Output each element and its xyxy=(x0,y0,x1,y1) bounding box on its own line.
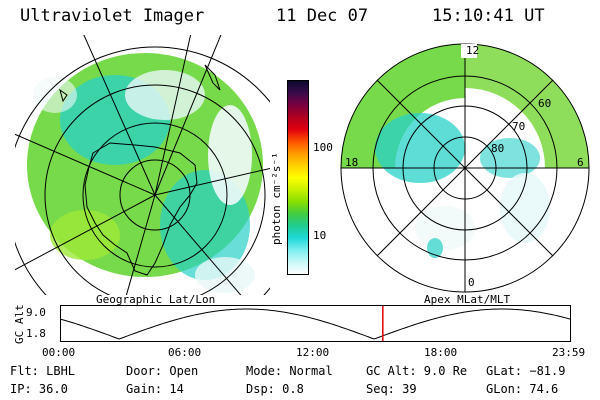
glon-info: GLon: 74.6 xyxy=(486,382,559,396)
colorbar-tick-10: 10 xyxy=(313,229,327,242)
colorbar xyxy=(287,80,309,275)
colorbar-unit-label: photon cm⁻²s⁻¹ xyxy=(270,152,283,245)
mlt-label-6: 6 xyxy=(577,156,584,169)
altitude-plot xyxy=(60,305,571,342)
timeline-axis-label: GC Alt xyxy=(13,304,26,344)
timeline-ytick-1-8: 1.8 xyxy=(26,327,46,340)
dsp-info: Dsp: 0.8 xyxy=(246,382,304,396)
geographic-map-content xyxy=(15,35,270,295)
timeline-xtick-0600: 06:00 xyxy=(168,346,202,359)
gain-info: Gain: 14 xyxy=(126,382,184,396)
geographic-map xyxy=(15,35,270,295)
mlt-label-0: 0 xyxy=(468,276,475,289)
glat-info: GLat: −81.9 xyxy=(486,364,566,378)
date-label: 11 Dec 07 xyxy=(276,6,369,26)
altitude-curve xyxy=(60,308,571,340)
seq-info: Seq: 39 xyxy=(366,382,417,396)
mlt-label-12: 12 xyxy=(466,44,480,57)
timeline-xtick-1200: 12:00 xyxy=(296,346,330,359)
apex-caption: Apex MLat/MLT xyxy=(424,293,511,306)
app-title: Ultraviolet Imager xyxy=(20,6,205,26)
gc-alt-info: GC Alt: 9.0 Re xyxy=(366,364,468,378)
colorbar-tick-100: 100 xyxy=(313,141,333,154)
mlat-label-60: 60 xyxy=(538,97,552,110)
apex-map xyxy=(340,43,590,293)
ip-info: IP: 36.0 xyxy=(10,382,68,396)
mlt-label-18: 18 xyxy=(345,156,359,169)
timeline-xtick-0000: 00:00 xyxy=(42,346,76,359)
mlat-label-70: 70 xyxy=(512,120,526,133)
geographic-caption: Geographic Lat/Lon xyxy=(96,293,216,306)
colorbar-gradient xyxy=(288,81,308,274)
filter-info: Flt: LBHL xyxy=(10,364,76,378)
timeline-xtick-2359: 23:59 xyxy=(552,346,586,359)
timeline-ytick-9: 9.0 xyxy=(26,306,46,319)
mlat-label-80: 80 xyxy=(491,142,505,155)
door-info: Door: Open xyxy=(126,364,199,378)
timeline-xtick-1800: 18:00 xyxy=(424,346,458,359)
coastline xyxy=(84,142,198,276)
time-label: 15:10:41 UT xyxy=(432,6,545,26)
mode-info: Mode: Normal xyxy=(246,364,333,378)
